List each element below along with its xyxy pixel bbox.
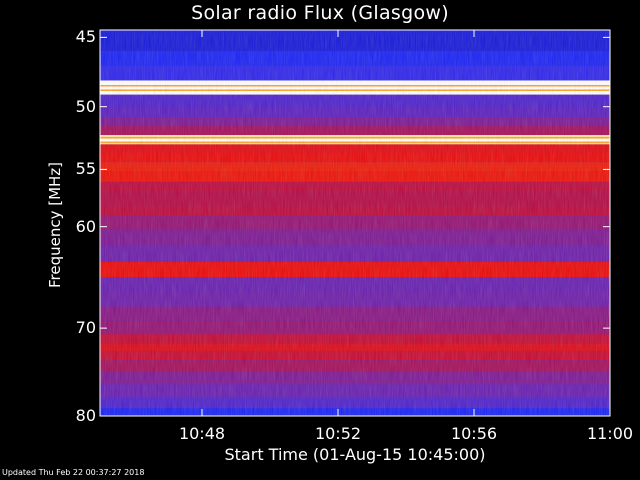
updated-timestamp: Updated Thu Feb 22 00:37:27 2018 xyxy=(2,468,145,477)
y-tick-label: 70 xyxy=(75,318,96,338)
x-tick-label: 11:00 xyxy=(586,424,634,443)
y-axis-label: Frequency [MHz] xyxy=(46,161,64,289)
chart-title: Solar radio Flux (Glasgow) xyxy=(191,2,449,24)
y-tick-label: 80 xyxy=(75,406,96,425)
axes xyxy=(100,30,611,417)
y-tick-label: 60 xyxy=(75,216,96,236)
x-axis-label: Start Time (01-Aug-15 10:45:00) xyxy=(224,445,486,464)
y-tick-label: 50 xyxy=(75,96,96,116)
x-tick-label: 10:52 xyxy=(314,424,362,443)
y-tick-label: 55 xyxy=(75,159,96,179)
plot-frame xyxy=(99,29,611,417)
x-tick-label: 10:48 xyxy=(178,424,226,443)
plot-noise-overlay xyxy=(100,30,610,416)
x-tick-label: 10:56 xyxy=(450,424,498,443)
y-tick-label: 45 xyxy=(75,27,96,47)
